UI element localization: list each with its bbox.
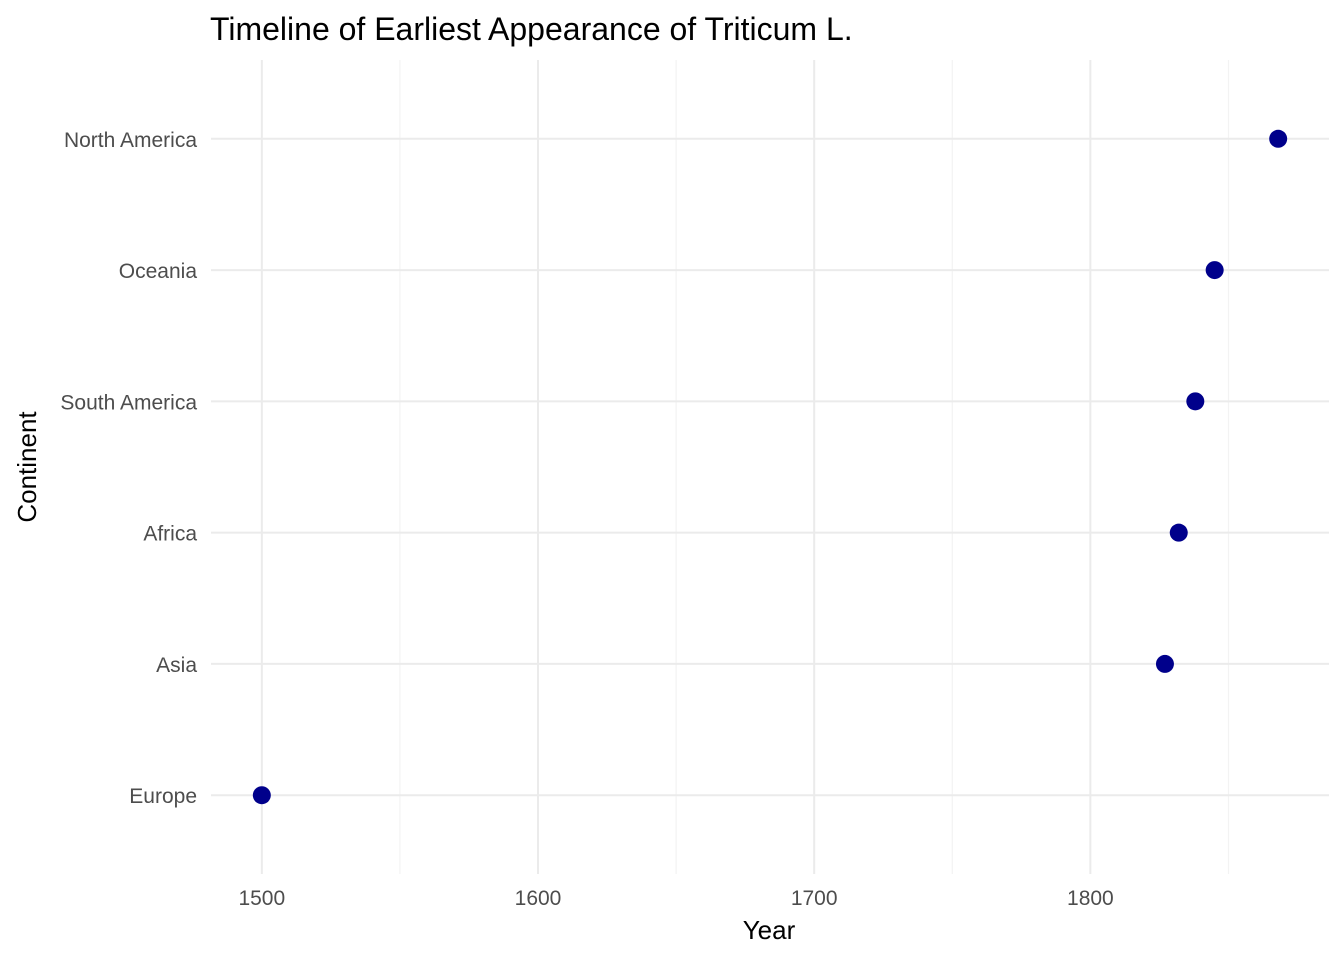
- chart-title: Timeline of Earliest Appearance of Triti…: [210, 11, 853, 47]
- data-point-asia: [1155, 654, 1174, 673]
- data-point-africa: [1169, 523, 1188, 542]
- minor-gridlines: [399, 60, 1230, 874]
- data-point-north-america: [1269, 129, 1288, 148]
- x-tick-labels: 1500 1600 1700 1800: [238, 887, 1113, 910]
- major-gridlines: [211, 60, 1329, 874]
- data-point-south-america: [1186, 392, 1205, 411]
- x-tick-label-1700: 1700: [791, 887, 838, 910]
- x-tick-label-1600: 1600: [515, 887, 562, 910]
- y-tick-label-asia: Asia: [156, 654, 197, 677]
- data-point-europe: [252, 786, 271, 805]
- y-tick-label-south-america: South America: [60, 391, 197, 414]
- x-tick-label-1800: 1800: [1067, 887, 1114, 910]
- x-tick-label-1500: 1500: [238, 887, 285, 910]
- y-tick-label-north-america: North America: [64, 129, 197, 152]
- y-tick-label-europe: Europe: [129, 785, 197, 808]
- y-axis-title: Continent: [12, 411, 42, 523]
- data-points: [252, 129, 1288, 805]
- y-tick-label-oceania: Oceania: [119, 260, 198, 283]
- data-point-oceania: [1205, 261, 1224, 280]
- y-tick-labels: Europe Asia Africa South America Oceania Nort…: [60, 129, 197, 808]
- x-axis-title: Year: [743, 915, 796, 945]
- y-tick-label-africa: Africa: [143, 523, 197, 546]
